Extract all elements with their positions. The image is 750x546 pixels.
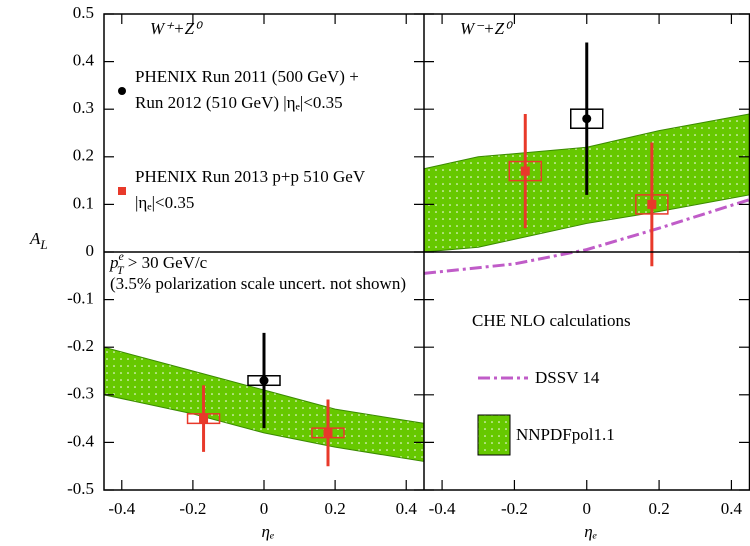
syst-box (311, 427, 345, 439)
annotation-sup: e (119, 249, 125, 263)
y-tick-label: -0.4 (67, 431, 94, 450)
legend-line: Run 2012 (510 GeV) |ηₑ|<0.35 (135, 93, 343, 112)
y-tick-label: 0.4 (73, 51, 95, 70)
y-tick-label: 0.3 (73, 98, 94, 117)
legend-label: PHENIX Run 2013 p+p 510 GeV |ηₑ|<0.35 (135, 167, 366, 212)
y-label-sub: L (39, 237, 47, 252)
y-tick-label: 0.1 (73, 193, 94, 212)
x-tick-label: 0.2 (324, 499, 345, 518)
annotation: pe T > 30 GeV/c (109, 249, 208, 277)
x-axis-label: ηₑ (584, 522, 597, 541)
x-tick-label: -0.4 (429, 499, 456, 518)
note: (3.5% polarization scale uncert. not sho… (110, 274, 406, 293)
data-point (259, 376, 269, 386)
syst-box (635, 194, 669, 215)
y-axis-label: AL (29, 229, 48, 252)
x-tick-label: 0 (260, 499, 269, 518)
data-point (520, 166, 530, 176)
annotation-p: p (109, 253, 119, 272)
y-tick-label: 0 (86, 241, 95, 260)
y-tick-label: 0.2 (73, 146, 94, 165)
y-tick-label: -0.3 (67, 384, 94, 403)
syst-box (508, 160, 543, 182)
y-tick-label: 0.5 (73, 3, 94, 22)
legend-title: CHE NLO calculations (472, 311, 631, 330)
x-axis-label: ηₑ (262, 522, 275, 541)
y-label-main: A (29, 229, 41, 248)
legend-marker (118, 187, 126, 195)
x-tick-label: 0.4 (396, 499, 418, 518)
legend-marker (477, 414, 511, 456)
y-tick-label: -0.1 (67, 289, 94, 308)
x-tick-label: 0 (583, 499, 592, 518)
x-tick-label: 0.2 (648, 499, 669, 518)
data-point (199, 414, 209, 424)
annotation-sub: T (117, 263, 125, 277)
x-tick-label: -0.2 (501, 499, 528, 518)
syst-box (570, 108, 604, 129)
y-tick-label: -0.5 (67, 479, 94, 498)
data-point (582, 114, 592, 124)
legend-label: PHENIX Run 2011 (500 GeV) + Run 2012 (510… (135, 67, 359, 112)
annotation-rest: > 30 GeV/c (124, 253, 208, 272)
legend-line: PHENIX Run 2013 p+p 510 GeV (135, 167, 366, 186)
panel-title: W⁺+Z⁰ (150, 19, 203, 38)
data-point (323, 428, 333, 438)
legend-marker (118, 87, 126, 95)
model-curve (423, 198, 750, 275)
legend-label: NNPDFpol1.1 (516, 425, 615, 444)
legend-line: |ηₑ|<0.35 (135, 193, 194, 212)
x-tick-label: 0.4 (721, 499, 743, 518)
syst-box (186, 413, 221, 425)
x-tick-label: -0.2 (179, 499, 206, 518)
panel-title: W⁻+Z⁰ (460, 19, 513, 38)
x-tick-label: -0.4 (108, 499, 135, 518)
legend-label: DSSV 14 (535, 368, 600, 387)
data-point (647, 199, 657, 209)
legend-line: PHENIX Run 2011 (500 GeV) + (135, 67, 359, 86)
syst-box (247, 375, 281, 387)
y-tick-label: -0.2 (67, 336, 94, 355)
